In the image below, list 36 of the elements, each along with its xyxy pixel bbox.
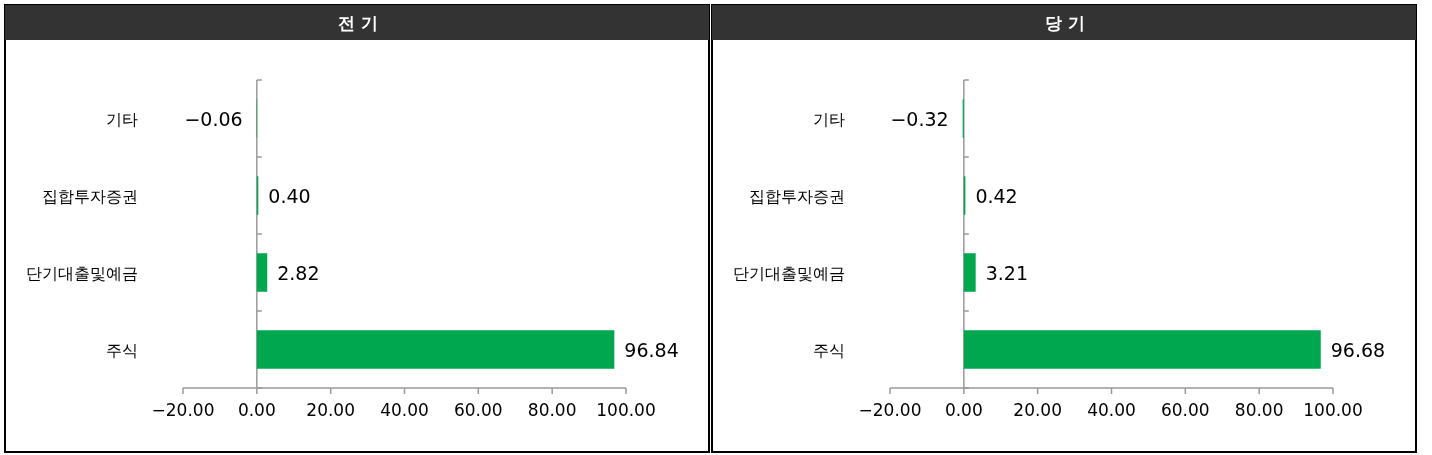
data-label: 0.42	[975, 184, 1018, 207]
x-tick-label: 20.00	[1013, 400, 1062, 420]
x-tick-label: 80.00	[527, 400, 577, 420]
x-tick-label: 60.00	[454, 400, 503, 420]
bar	[963, 330, 1321, 369]
y-tick-label: 기타	[813, 109, 845, 129]
x-tick-label: 100.00	[1303, 400, 1363, 420]
data-label: 3.21	[985, 261, 1028, 284]
data-label: 96.84	[624, 338, 679, 361]
data-label: −0.32	[890, 107, 949, 130]
y-tick-label: 주식	[813, 340, 845, 360]
x-tick-label: 80.00	[1234, 400, 1284, 420]
x-tick-label: −20.00	[151, 400, 215, 420]
bar	[963, 253, 976, 292]
chart-title: 전 기	[338, 13, 378, 33]
data-label: 96.68	[1330, 338, 1386, 361]
data-label: 2.82	[277, 261, 320, 284]
x-tick-label: 0.00	[944, 400, 983, 420]
bar	[256, 253, 268, 292]
x-tick-label: 40.00	[1087, 400, 1136, 420]
y-tick-label: 기타	[106, 109, 138, 129]
y-tick-label: 집합투자증권	[42, 186, 138, 206]
x-tick-label: 60.00	[1161, 400, 1210, 420]
y-tick-label: 주식	[106, 340, 138, 360]
x-tick-label: 40.00	[380, 400, 429, 420]
bar	[256, 330, 615, 369]
data-label: 0.40	[268, 184, 311, 207]
data-label: −0.06	[184, 107, 243, 130]
y-tick-label: 집합투자증권	[749, 186, 845, 206]
x-tick-label: 100.00	[596, 400, 656, 420]
x-tick-label: −20.00	[858, 400, 922, 420]
chart-title: 당 기	[1045, 13, 1085, 33]
x-tick-label: 0.00	[237, 400, 276, 420]
x-tick-label: 20.00	[306, 400, 355, 420]
y-tick-label: 단기대출및예금	[26, 263, 138, 283]
y-tick-label: 단기대출및예금	[733, 263, 845, 283]
